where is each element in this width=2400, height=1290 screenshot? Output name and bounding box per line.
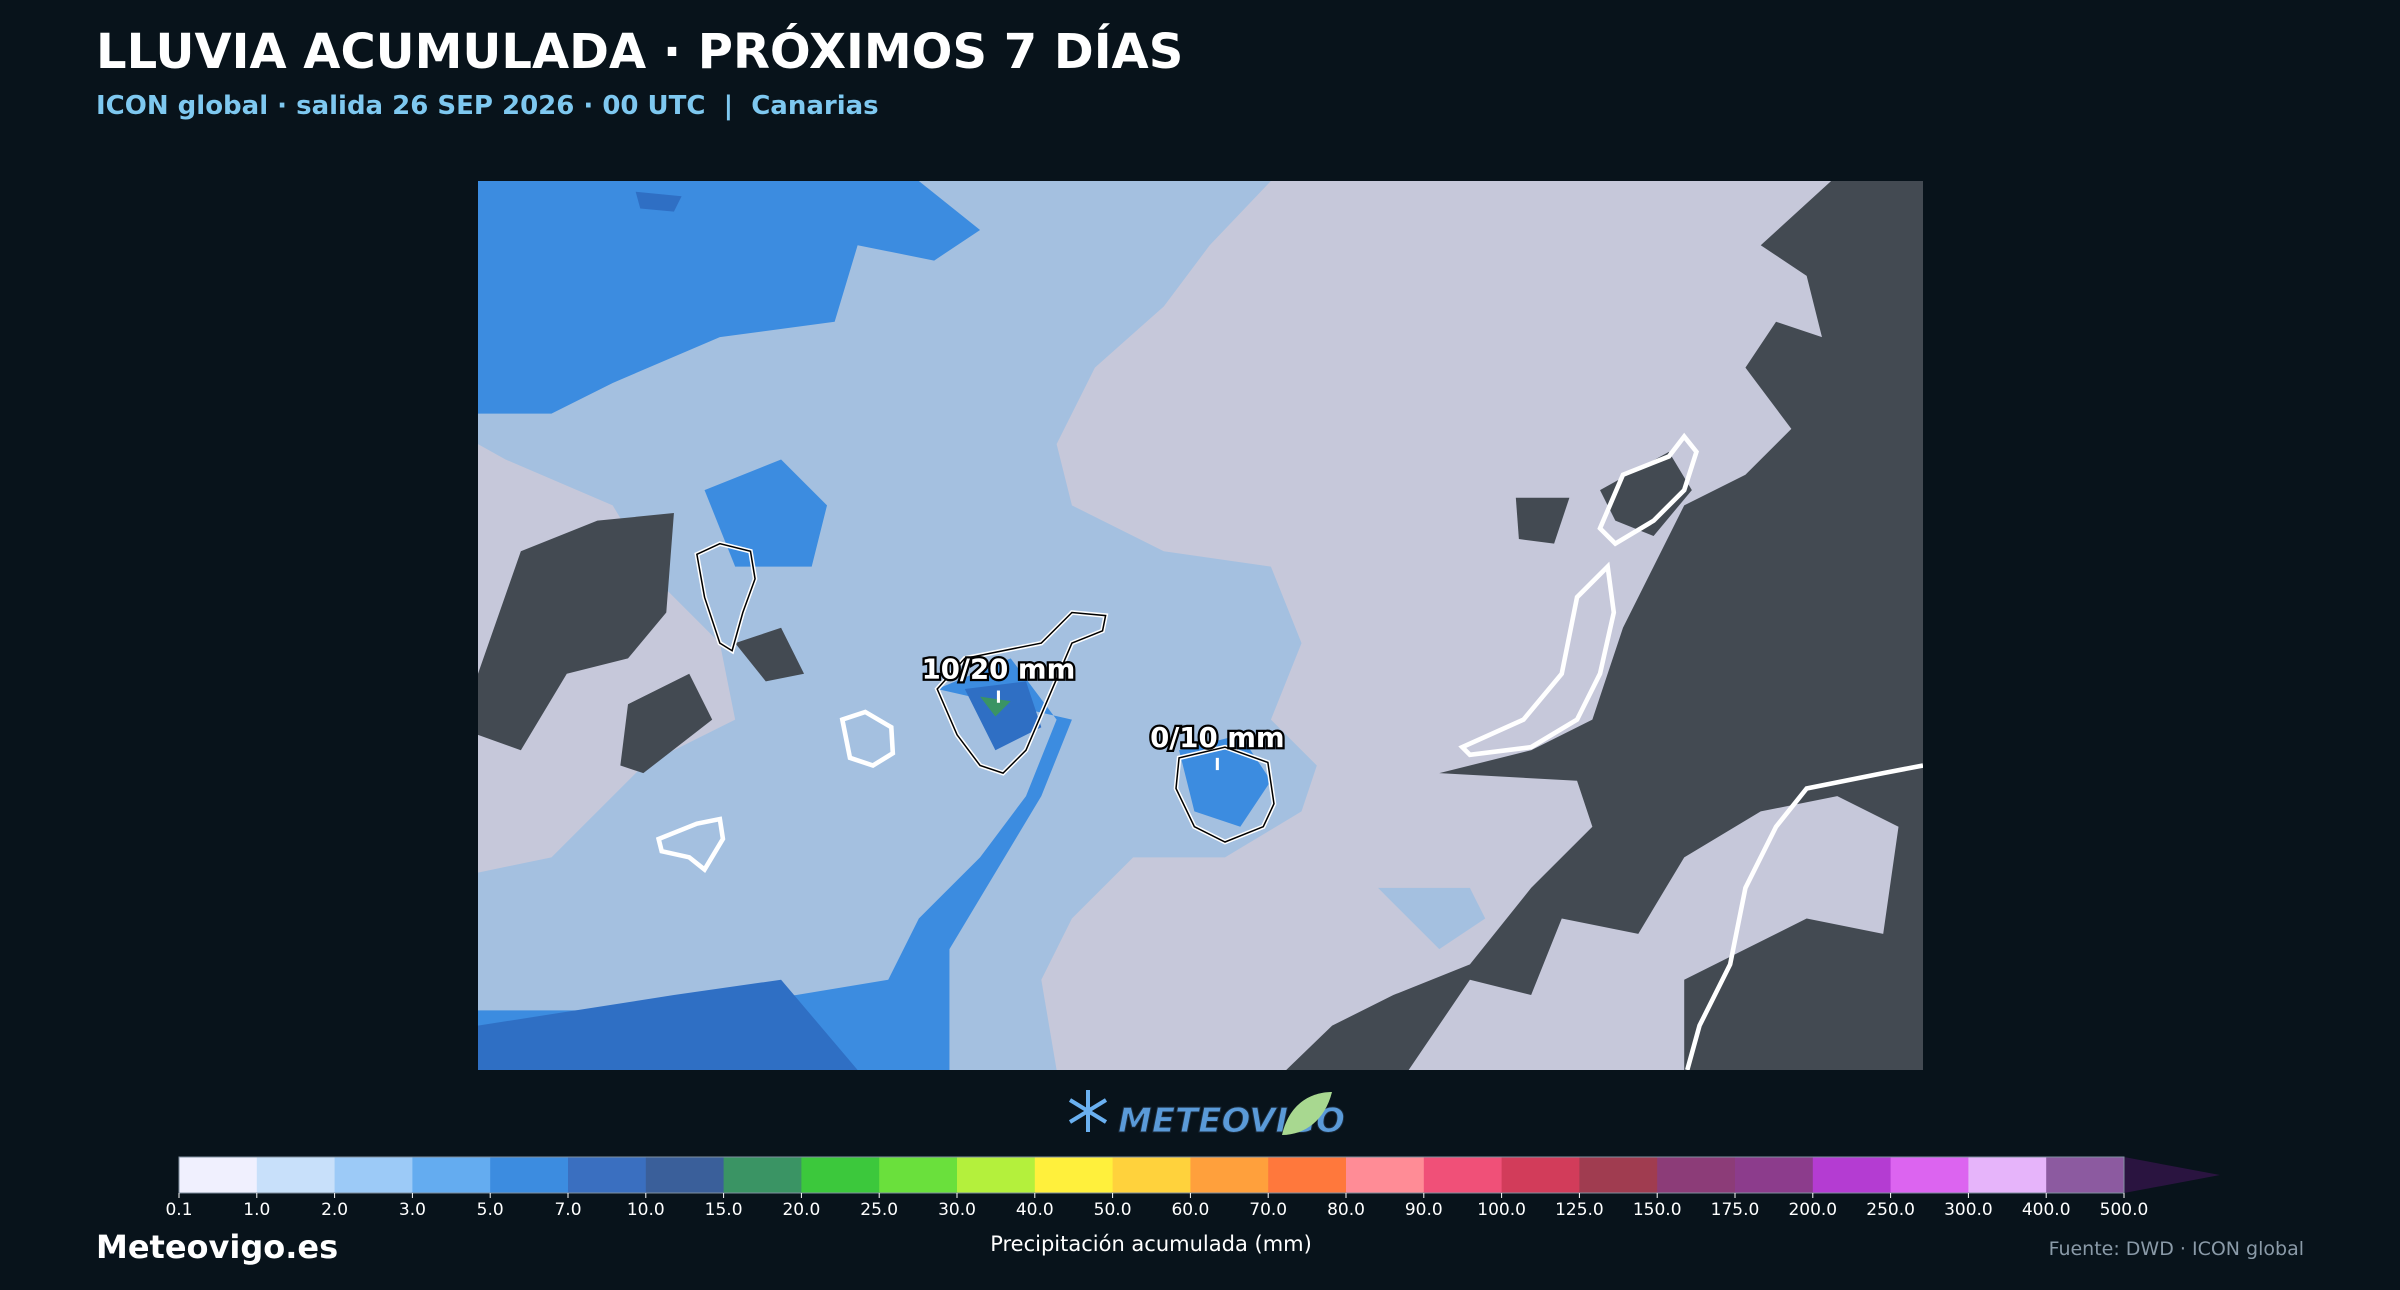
dry-area xyxy=(478,181,1923,1070)
colorbar-label: 500.0 xyxy=(2100,1200,2149,1220)
colorbar-frame xyxy=(178,1156,2125,1194)
colorbar-segment xyxy=(1501,1157,1580,1193)
leaf-icon xyxy=(1282,1092,1332,1135)
colorbar-segment xyxy=(1890,1157,1969,1193)
coastlines-dark xyxy=(696,542,1275,843)
colorbar-segment xyxy=(1735,1157,1814,1193)
colorbar-label: 7.0 xyxy=(554,1200,581,1220)
colorbar-label: 25.0 xyxy=(860,1200,898,1220)
map-annotation: 0/10 mm xyxy=(1150,722,1285,754)
colorbar-segment xyxy=(1812,1157,1892,1193)
rain-light xyxy=(478,181,1486,1070)
colorbar-label: 200.0 xyxy=(1788,1200,1837,1220)
colorbar-label: 150.0 xyxy=(1633,1200,1682,1220)
colorbar-segment xyxy=(957,1157,1036,1193)
colorbar-extend xyxy=(2124,1157,2220,1193)
snowflake-icon xyxy=(1068,1090,1108,1132)
subtitle: ICON global · salida 26 SEP 2026 · 00 UT… xyxy=(96,91,879,121)
colorbar-label: 70.0 xyxy=(1249,1200,1287,1220)
colorbar-segment xyxy=(879,1157,958,1193)
colorbar-label: 80.0 xyxy=(1327,1200,1365,1220)
colorbar-segment xyxy=(334,1157,413,1193)
colorbar-label: 20.0 xyxy=(782,1200,820,1220)
colorbar-segment xyxy=(1579,1157,1658,1193)
colorbar-label: 30.0 xyxy=(938,1200,976,1220)
colorbar-segment xyxy=(412,1157,491,1193)
colorbar-segment xyxy=(256,1157,336,1193)
colorbar-label: 100.0 xyxy=(1477,1200,1526,1220)
colorbar-label: 175.0 xyxy=(1711,1200,1760,1220)
colorbar-segment xyxy=(1968,1157,2047,1193)
colorbar-segment xyxy=(179,1157,258,1193)
colorbar-label: 0.1 xyxy=(165,1200,192,1220)
colorbar-label: 125.0 xyxy=(1555,1200,1604,1220)
map: 10/20 mm 0/10 mm xyxy=(478,181,1923,1070)
colorbar-label: 60.0 xyxy=(1171,1200,1209,1220)
colorbar-label: 3.0 xyxy=(399,1200,426,1220)
colorbar-segment xyxy=(2046,1157,2125,1193)
colorbar-segment xyxy=(801,1157,880,1193)
colorbar-segment xyxy=(723,1157,802,1193)
logo: METEOVIGO xyxy=(1068,1090,1345,1142)
map-annotation: 10/20 mm xyxy=(922,653,1076,685)
site-name: Meteovigo.es xyxy=(96,1228,338,1266)
colorbar-segment xyxy=(1268,1157,1347,1193)
colorbar-label: 250.0 xyxy=(1866,1200,1915,1220)
colorbar: 0.1 1.0 2.0 3.0 5.0 7.0 10.0 15.0 20.0 25.0 30.0 40… xyxy=(165,1156,2220,1220)
colorbar-label: 1.0 xyxy=(243,1200,270,1220)
colorbar-label: 50.0 xyxy=(1094,1200,1132,1220)
colorbar-segment xyxy=(1034,1157,1114,1193)
colorbar-segment xyxy=(1346,1157,1425,1193)
colorbar-label: 10.0 xyxy=(627,1200,665,1220)
title: LLUVIA ACUMULADA · PRÓXIMOS 7 DÍAS xyxy=(96,23,1183,80)
colorbar-label: 300.0 xyxy=(1944,1200,1993,1220)
colorbar-segment xyxy=(568,1157,647,1193)
colorbar-label: 40.0 xyxy=(1016,1200,1054,1220)
colorbar-title: Precipitación acumulada (mm) xyxy=(990,1232,1312,1256)
colorbar-label: 5.0 xyxy=(477,1200,504,1220)
colorbar-label: 90.0 xyxy=(1405,1200,1443,1220)
rain-moderate xyxy=(478,181,1271,1070)
colorbar-segment xyxy=(1112,1157,1191,1193)
colorbar-segment xyxy=(1423,1157,1503,1193)
colorbar-segment xyxy=(1657,1157,1736,1193)
source: Fuente: DWD · ICON global xyxy=(2049,1238,2304,1260)
colorbar-label: 400.0 xyxy=(2022,1200,2071,1220)
rain-peak xyxy=(980,696,1011,717)
colorbar-segment xyxy=(1190,1157,1269,1193)
colorbar-label: 2.0 xyxy=(321,1200,348,1220)
colorbar-segment xyxy=(490,1157,569,1193)
colorbar-segment xyxy=(645,1157,725,1193)
colorbar-label: 15.0 xyxy=(705,1200,743,1220)
